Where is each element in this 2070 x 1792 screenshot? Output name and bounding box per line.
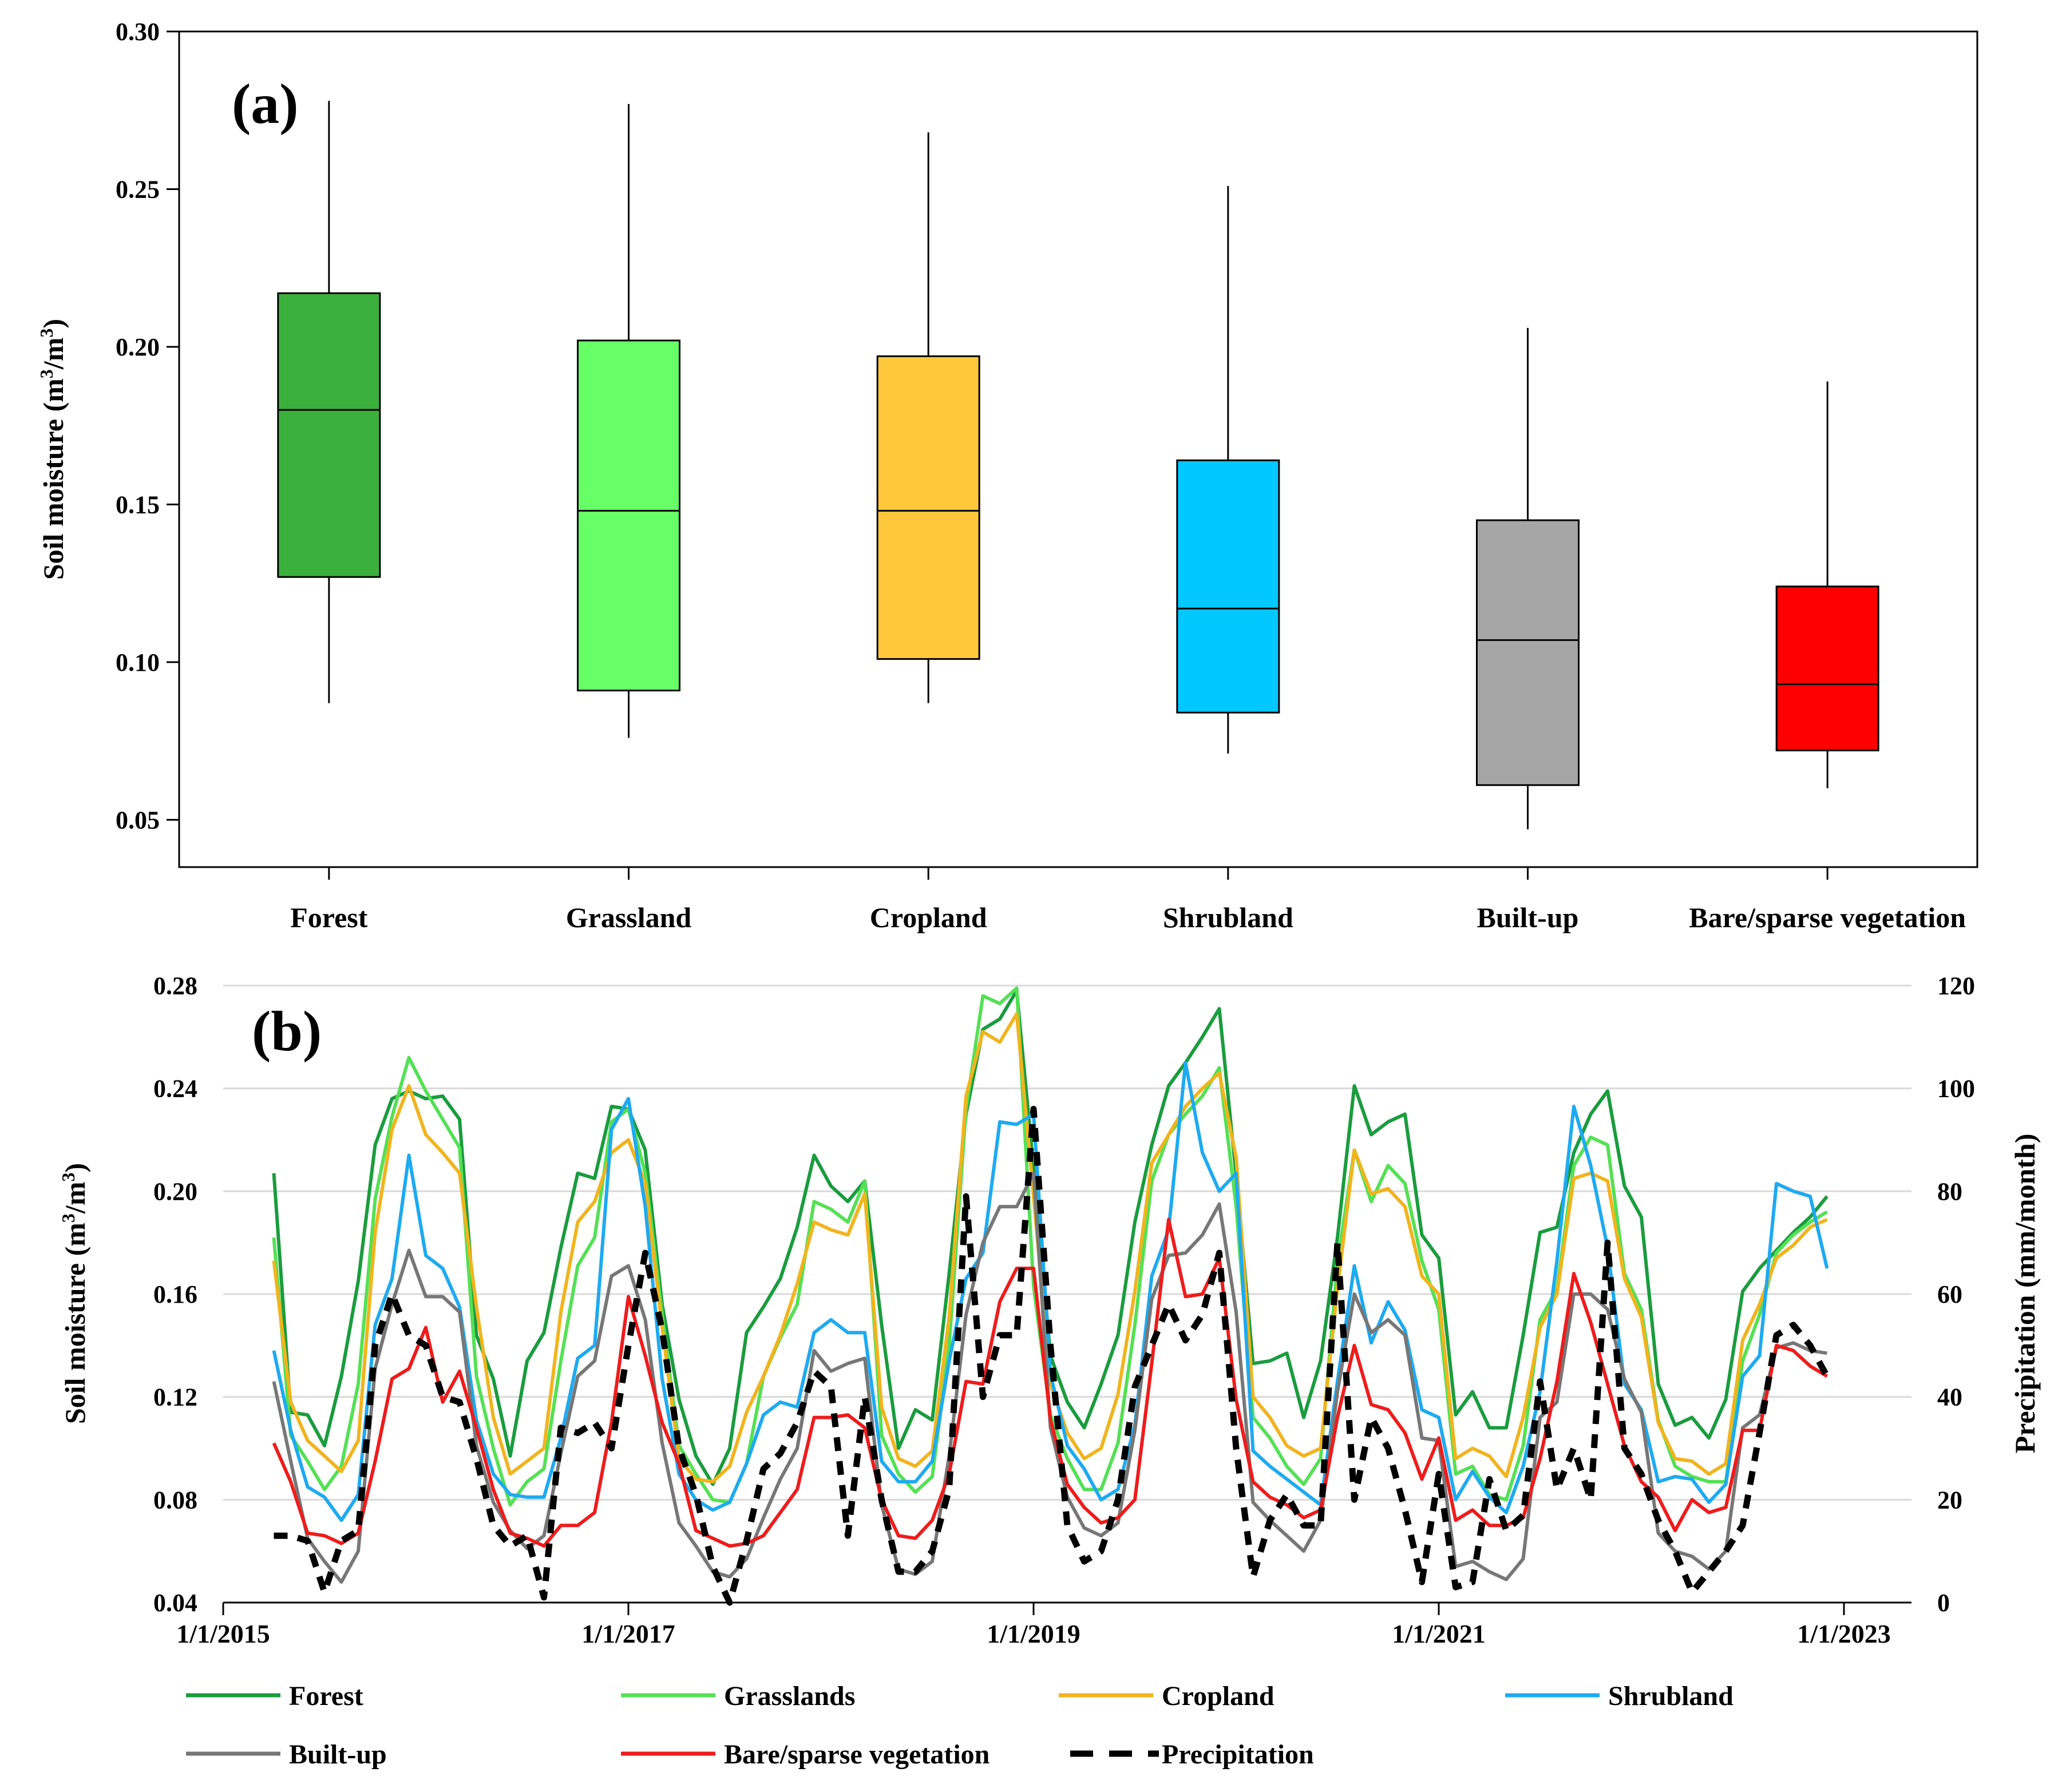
y2-tick-label: 40 [1937,1383,1962,1411]
panel-b-ylabel: Soil moisture (m3/m3) [58,1163,91,1424]
y-tick-label: 0.08 [153,1486,197,1514]
y2-tick-label: 100 [1937,1075,1975,1103]
x-tick-label: 1/1/2021 [1392,1619,1486,1648]
y-tick-label: 0.10 [116,648,160,677]
panel-b-timeseries: (b) Soil moisture (m3/m3) Precipitation … [58,972,2041,1770]
panel-a-label: (a) [232,72,299,136]
y-tick-label: 0.20 [153,1177,197,1205]
panel-a-y-axis: 0.05 0.10 0.15 0.20 0.25 0.30 [116,18,179,834]
box-cropland [876,355,980,660]
x-tick-label: Grassland [566,901,692,933]
y-tick-label: 0.28 [153,972,197,1000]
series-built-up [272,1171,1827,1584]
panel-b-series [272,986,1830,1606]
legend-label: Cropland [1162,1681,1275,1711]
legend-label: Bare/sparse vegetation [724,1739,990,1770]
box-grassland [577,339,680,691]
y-tick-label: 0.15 [116,490,160,519]
panel-a-boxes [277,101,1879,829]
y-tick-label: 0.12 [153,1383,197,1411]
box-shrubland [1176,459,1280,714]
y2-tick-label: 20 [1937,1486,1962,1514]
x-tick-label: 1/1/2015 [176,1619,270,1648]
panel-a-ylabel: Soil moisture (m3/m3) [36,319,69,580]
panel-b-legend: Forest Grasslands Cropland Shrubland Built-u… [186,1681,1733,1770]
y-tick-label: 0.25 [116,175,160,203]
x-tick-label: 1/1/2023 [1797,1619,1891,1648]
y-tick-label: 0.04 [153,1589,197,1617]
legend-label: Built-up [289,1739,387,1770]
x-tick-label: Cropland [870,901,987,933]
y2-tick-label: 120 [1937,972,1975,1000]
x-tick-label: Bare/sparse vegetation [1689,901,1966,933]
y2-tick-label: 60 [1937,1280,1962,1308]
x-tick-label: 1/1/2017 [581,1619,675,1648]
panel-b-y2label: Precipitation (mm/month) [2009,1134,2041,1454]
x-tick-label: 1/1/2019 [987,1619,1080,1648]
x-tick-label: Built-up [1477,901,1579,933]
y-tick-label: 0.20 [116,333,160,361]
y-tick-label: 0.30 [116,18,160,46]
legend-label: Grasslands [724,1681,855,1711]
panel-b-label: (b) [252,999,322,1063]
legend-label: Forest [289,1681,363,1711]
series-cropland [272,1012,1828,1484]
box-forest [277,292,381,578]
panel-a-x-axis: Forest Grassland Cropland Shrubland Built-up… [290,867,1966,933]
box-built-up [1476,519,1580,786]
panel-b-left-axis: 0.04 0.08 0.12 0.16 0.20 0.24 0.28 [153,972,197,1617]
panel-b-right-axis: 0 20 40 60 80 100 120 [1937,972,1975,1617]
box-bare-sparse-vegetation [1775,586,1879,751]
series-shrubland [272,1061,1829,1522]
x-tick-label: Shrubland [1163,901,1293,933]
panel-a-frame [178,30,1978,868]
legend-label: Precipitation [1162,1739,1314,1770]
y-tick-label: 0.16 [153,1280,197,1308]
panel-b-x-axis: 1/1/2015 1/1/2017 1/1/2019 1/1/2021 1/1/2023 [176,1603,1891,1648]
series-bare-sparse-vegetation [272,1217,1828,1548]
y2-tick-label: 80 [1937,1177,1962,1205]
y-tick-label: 0.24 [153,1075,197,1103]
y-tick-label: 0.05 [116,806,160,834]
panel-a-boxplot: (a) Soil moisture (m3/m3) 0.050.100.150.… [36,18,1978,933]
series-precipitation [274,1106,1830,1606]
y2-tick-label: 0 [1937,1589,1950,1617]
legend-label: Shrubland [1608,1681,1733,1711]
x-tick-label: Forest [290,901,367,933]
